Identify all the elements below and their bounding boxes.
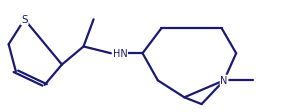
Text: HN: HN	[113, 49, 128, 59]
Text: N: N	[220, 76, 228, 86]
Text: S: S	[21, 15, 28, 25]
